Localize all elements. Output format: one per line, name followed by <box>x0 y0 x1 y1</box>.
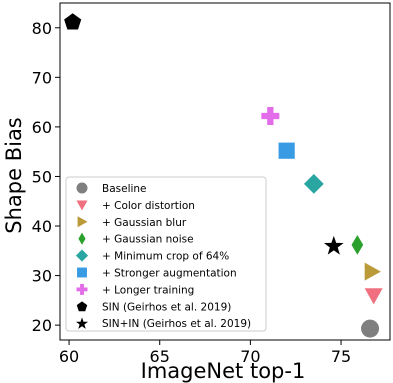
y-tick-label: 80 <box>32 19 52 38</box>
legend-marker-9 <box>75 317 89 329</box>
y-axis-label: Shape Bias <box>2 117 26 233</box>
legend-label: SIN (Geirhos et al. 2019) <box>102 301 231 313</box>
legend-label: + Longer training <box>102 284 194 296</box>
legend-label: + Gaussian blur <box>102 217 187 229</box>
legend-marker-7-bar-v <box>80 283 84 295</box>
data-point-5 <box>303 173 324 194</box>
data-point-3 <box>364 262 381 281</box>
legend-marker-3 <box>77 216 88 228</box>
legend-marker-8 <box>76 301 88 312</box>
x-tick-label: 75 <box>331 347 351 366</box>
data-point-1 <box>361 319 380 338</box>
legend-label: + Color distortion <box>102 200 195 212</box>
y-tick-label: 20 <box>32 316 52 335</box>
x-axis-label: ImageNet top-1 <box>141 359 306 383</box>
data-point-7-bar-v <box>267 106 274 125</box>
data-point-2 <box>364 288 383 305</box>
data-point-9 <box>323 235 344 255</box>
legend-label: + Minimum crop of 64% <box>102 251 229 263</box>
y-tick-label: 40 <box>32 217 52 236</box>
legend-marker-2 <box>76 200 88 211</box>
legend-marker-1 <box>76 182 88 194</box>
legend-marker-5 <box>75 249 89 262</box>
legend-label: SIN+IN (Geirhos et al. 2019) <box>102 318 251 330</box>
legend-box <box>65 176 267 332</box>
y-tick-label: 50 <box>32 167 52 186</box>
data-point-8 <box>64 13 82 30</box>
x-tick-label: 70 <box>240 347 260 366</box>
legend-label: + Stronger augmentation <box>102 268 237 280</box>
data-point-4 <box>351 234 364 255</box>
y-tick-label: 60 <box>32 118 52 137</box>
plot-frame <box>59 2 391 341</box>
legend-marker-4 <box>78 232 86 245</box>
legend-marker-6 <box>77 267 87 278</box>
y-tick-label: 70 <box>32 68 52 87</box>
data-point-6 <box>278 142 295 159</box>
legend-label: Baseline <box>102 183 147 195</box>
y-tick-label: 30 <box>32 267 52 286</box>
x-tick-label: 65 <box>150 347 170 366</box>
legend-label: + Gaussian noise <box>102 234 194 246</box>
data-point-7 <box>261 106 280 125</box>
legend-marker-7 <box>76 283 88 295</box>
x-tick-label: 60 <box>59 347 79 366</box>
